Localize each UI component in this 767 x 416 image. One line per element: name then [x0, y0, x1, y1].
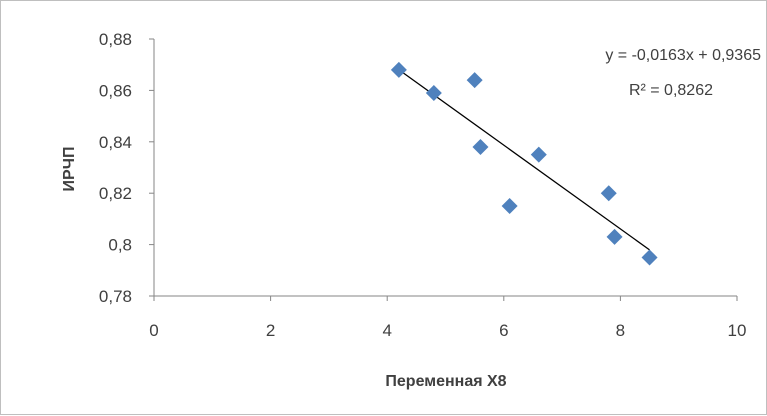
trendline-r-squared: R² = 0,8262 [629, 82, 713, 99]
y-axis-title: ИРЧП [61, 147, 78, 192]
data-point [530, 146, 547, 163]
y-tick-label: 0,8 [108, 236, 132, 255]
data-point [390, 61, 407, 78]
data-point [466, 72, 483, 89]
trendline-group [398, 69, 650, 251]
y-tick-label: 0,82 [99, 184, 132, 203]
data-point [425, 84, 442, 101]
trendline [398, 69, 650, 251]
x-tick-label: 2 [266, 321, 275, 340]
y-tick-label: 0,78 [99, 287, 132, 306]
tick-labels: 0,78 0,8 0,82 0,84 0,86 0,88 0 2 4 6 8 10 [99, 30, 747, 340]
data-points [390, 61, 658, 266]
x-axis-title: Переменная X8 [385, 373, 506, 390]
y-tick-label: 0,86 [99, 81, 132, 100]
data-point [606, 228, 623, 245]
data-point [600, 185, 617, 202]
x-tick-label: 4 [382, 321, 391, 340]
x-tick-label: 0 [149, 321, 158, 340]
axes [149, 38, 738, 301]
data-point [641, 249, 658, 266]
y-tick-label: 0,88 [99, 30, 132, 49]
x-tick-label: 8 [616, 321, 625, 340]
data-point [501, 198, 518, 215]
x-tick-label: 10 [728, 321, 747, 340]
trendline-equation: y = -0,0163x + 0,9365 [605, 47, 761, 64]
data-point [472, 138, 489, 155]
x-tick-label: 6 [499, 321, 508, 340]
y-tick-label: 0,84 [99, 133, 132, 152]
